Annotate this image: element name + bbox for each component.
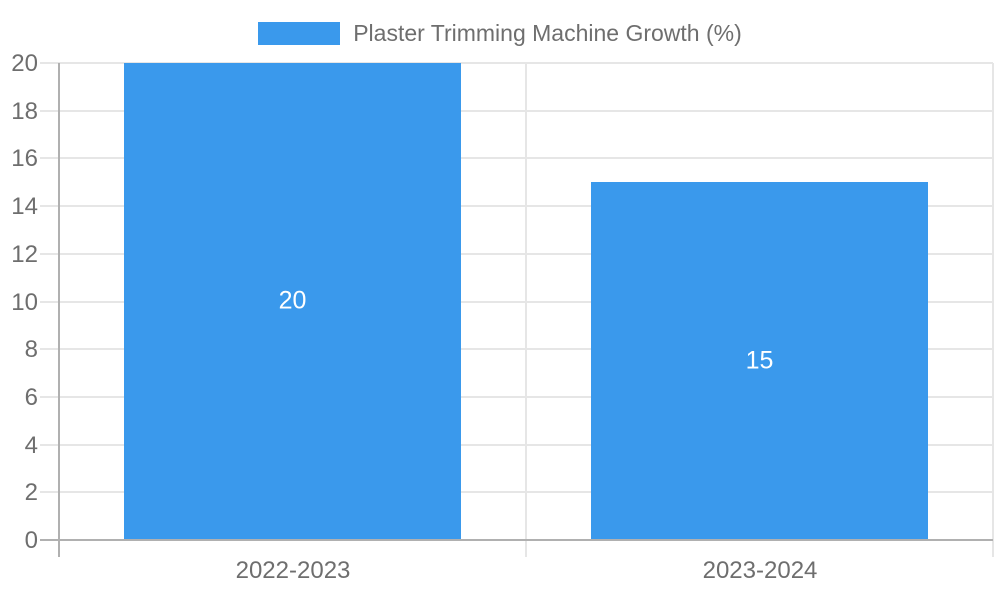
y-tick-label: 20 [11, 50, 38, 77]
y-tick-label: 6 [24, 384, 38, 411]
x-axis-baseline [40, 539, 993, 541]
y-tick-label: 16 [11, 145, 38, 172]
y-tick-label: 12 [11, 241, 38, 268]
y-gridline [40, 205, 993, 207]
y-axis-line [58, 63, 60, 557]
x-gridline [525, 63, 527, 557]
y-tick-label: 14 [11, 193, 38, 220]
legend[interactable]: Plaster Trimming Machine Growth (%) [0, 18, 1000, 48]
y-gridline [40, 301, 993, 303]
y-gridline [40, 444, 993, 446]
y-gridline [40, 62, 993, 64]
y-tick-label: 8 [24, 336, 38, 363]
y-tick-label: 18 [11, 98, 38, 125]
x-axis-label: 2023-2024 [702, 557, 818, 584]
x-gridline [992, 63, 994, 557]
bar-2023-2024[interactable]: 15 [591, 182, 928, 539]
y-gridline [40, 491, 993, 493]
bar-2022-2023[interactable]: 20 [124, 63, 461, 539]
y-tick-label: 2 [24, 479, 38, 506]
y-tick-label: 10 [11, 289, 38, 316]
y-tick-label: 0 [24, 527, 38, 554]
y-gridline [40, 110, 993, 112]
y-tick-label: 4 [24, 432, 38, 459]
x-axis-label: 2022-2023 [235, 557, 351, 584]
bar-value-label: 15 [745, 346, 774, 374]
y-gridline [40, 348, 993, 350]
y-gridline [40, 396, 993, 398]
y-gridline [40, 253, 993, 255]
y-gridline [40, 157, 993, 159]
legend-swatch-icon [258, 21, 341, 45]
legend-label: Plaster Trimming Machine Growth (%) [353, 19, 742, 46]
bar-value-label: 20 [278, 286, 307, 315]
